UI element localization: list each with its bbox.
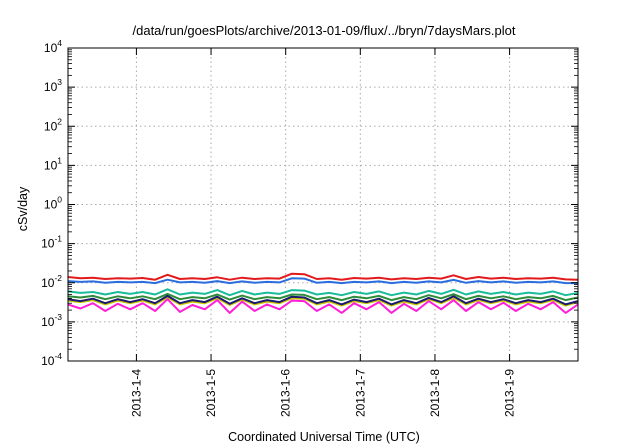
y-tick-exponent: -2 bbox=[54, 273, 62, 283]
y-tick-base: 10 bbox=[44, 41, 58, 55]
y-tick-label: 10-1 bbox=[41, 234, 62, 251]
x-tick-label: 2013-1-9 bbox=[503, 369, 517, 417]
y-tick-label: 103 bbox=[44, 77, 62, 94]
y-tick-base: 10 bbox=[41, 237, 55, 251]
y-tick-exponent: 0 bbox=[57, 195, 62, 205]
y-tick-label: 10-2 bbox=[41, 273, 62, 290]
y-tick-base: 10 bbox=[44, 158, 58, 172]
y-tick-base: 10 bbox=[44, 198, 58, 212]
x-tick-label: 2013-1-6 bbox=[279, 369, 293, 417]
x-tick-label: 2013-1-4 bbox=[129, 369, 143, 417]
y-tick-label: 104 bbox=[44, 38, 62, 55]
x-tick-labels: 2013-1-4 2013-1-5 2013-1-6 2013-1-7 2013-1-8… bbox=[129, 369, 516, 417]
x-tick-label: 2013-1-8 bbox=[428, 369, 442, 417]
y-tick-label: 102 bbox=[44, 116, 62, 133]
y-tick-label: 10-4 bbox=[41, 351, 62, 368]
y-tick-exponent: 1 bbox=[57, 155, 62, 165]
y-tick-exponent: 3 bbox=[57, 77, 62, 87]
series-line bbox=[67, 288, 579, 297]
y-tick-base: 10 bbox=[44, 80, 58, 94]
series-line bbox=[67, 277, 578, 285]
series-line bbox=[67, 298, 579, 314]
y-tick-base: 10 bbox=[44, 119, 58, 133]
grid bbox=[68, 48, 578, 361]
y-tick-exponent: 2 bbox=[57, 116, 62, 126]
axis-ticks bbox=[68, 47, 578, 362]
x-tick-label: 2013-1-7 bbox=[353, 369, 367, 417]
x-axis-label: Coordinated Universal Time (UTC) bbox=[228, 430, 420, 444]
y-tick-exponent: 4 bbox=[57, 38, 62, 48]
series-line bbox=[67, 292, 579, 302]
y-tick-exponent: -1 bbox=[54, 234, 62, 244]
y-tick-base: 10 bbox=[41, 354, 55, 368]
y-tick-exponent: -4 bbox=[54, 351, 62, 361]
y-tick-label: 100 bbox=[44, 195, 62, 212]
y-tick-base: 10 bbox=[41, 276, 55, 290]
series-line bbox=[67, 294, 579, 306]
y-tick-exponent: -3 bbox=[54, 312, 62, 322]
y-tick-label: 10-3 bbox=[41, 312, 62, 329]
y-axis-label: cSv/day bbox=[16, 186, 30, 231]
y-tick-base: 10 bbox=[41, 315, 55, 329]
x-tick-label: 2013-1-5 bbox=[204, 369, 218, 417]
y-tick-label: 101 bbox=[44, 155, 62, 172]
series-line bbox=[67, 272, 579, 281]
series-lines bbox=[67, 272, 579, 314]
chart-title: /data/run/goesPlots/archive/2013-01-09/f… bbox=[133, 23, 516, 38]
series-line bbox=[67, 296, 579, 307]
